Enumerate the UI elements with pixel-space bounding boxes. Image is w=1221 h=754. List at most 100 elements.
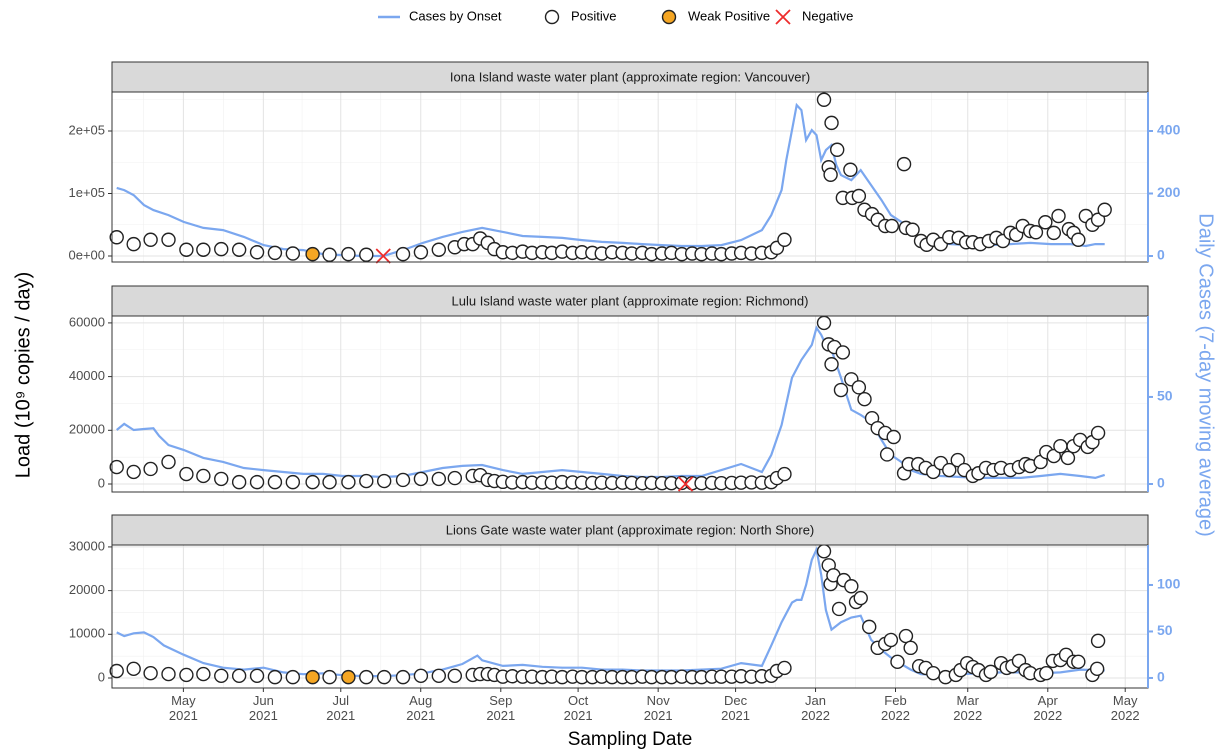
positive-point <box>886 429 901 445</box>
x-tick-label: Jun 2021 <box>248 693 278 723</box>
y-tick-label: 30000 <box>69 538 105 553</box>
positive-point <box>322 474 337 490</box>
positive-point <box>179 667 194 683</box>
y-tick-label: 1e+05 <box>68 185 105 200</box>
positive-point <box>903 640 918 656</box>
positive-point <box>109 459 124 475</box>
strip-title: Lulu Island waste water plant (approxima… <box>452 293 809 308</box>
y-tick-label: 0e+00 <box>68 247 105 262</box>
positive-point <box>231 668 247 684</box>
positive-point <box>777 466 792 482</box>
panel-background <box>112 92 1148 262</box>
x-tick-label: Sep 2021 <box>486 693 516 723</box>
positive-point <box>830 142 845 157</box>
positive-point <box>1071 654 1086 670</box>
positive-point <box>376 669 392 685</box>
positive-point <box>143 461 158 477</box>
positive-point <box>831 601 847 617</box>
positive-point <box>862 619 877 635</box>
legend-swatch <box>544 9 560 25</box>
positive-point <box>896 156 912 172</box>
y2-tick-label: 0 <box>1157 475 1165 491</box>
x-tick-label: Dec 2021 <box>721 693 751 723</box>
positive-point <box>1089 661 1105 677</box>
legend-label: Cases by Onset <box>409 8 502 23</box>
y-tick-label: 60000 <box>69 314 105 329</box>
positive-point <box>109 230 124 245</box>
strip-title: Lions Gate waste water plant (approximat… <box>446 522 815 537</box>
positive-point <box>823 167 838 182</box>
positive-point <box>884 218 900 234</box>
y-tick-label: 40000 <box>69 368 105 383</box>
legend-label: Negative <box>802 8 853 23</box>
positive-point <box>824 115 839 131</box>
y2-axis-title: Daily Cases (7-day moving average) <box>1195 213 1217 536</box>
positive-point <box>143 232 158 247</box>
positive-point <box>447 668 463 684</box>
y-tick-label: 20000 <box>69 422 105 437</box>
x-tick-label: Nov 2021 <box>643 693 673 723</box>
positive-point <box>231 474 247 490</box>
y2-tick-label: 0 <box>1157 669 1165 685</box>
positive-point <box>926 665 941 681</box>
y-tick-label: 10000 <box>69 626 105 641</box>
y2-tick-label: 50 <box>1157 622 1173 638</box>
y-tick-label: 2e+05 <box>68 122 105 137</box>
y-axis-title: Load (10⁹ copies / day) <box>12 272 34 478</box>
positive-point <box>413 668 429 684</box>
y2-tick-label: 200 <box>1157 184 1181 200</box>
positive-point <box>214 668 229 684</box>
positive-point <box>179 466 194 482</box>
y2-tick-label: 100 <box>1157 576 1181 592</box>
positive-point <box>214 241 229 257</box>
x-tick-label: Aug 2021 <box>406 693 436 723</box>
positive-point <box>1053 438 1068 454</box>
positive-point <box>431 471 447 487</box>
positive-point <box>109 663 124 679</box>
positive-point <box>1090 633 1106 649</box>
positive-point <box>161 232 176 247</box>
positive-point <box>267 474 283 490</box>
positive-point <box>853 590 868 606</box>
weak-positive-point <box>305 669 320 685</box>
positive-point <box>249 474 265 490</box>
positive-point <box>851 188 867 204</box>
positive-point <box>231 242 247 257</box>
positive-point <box>359 669 374 685</box>
positive-point <box>376 473 392 489</box>
positive-point <box>844 579 859 594</box>
x-axis-title: Sampling Date <box>568 729 693 750</box>
positive-point <box>835 345 851 360</box>
positive-point <box>1038 215 1053 230</box>
positive-point <box>905 222 920 237</box>
positive-point <box>879 447 895 462</box>
weak-positive-point <box>341 669 356 685</box>
positive-point <box>249 668 265 684</box>
legend-swatch <box>661 9 677 25</box>
positive-point <box>267 245 283 261</box>
x-tick-label: May 2022 <box>1110 693 1140 723</box>
x-tick-label: Feb 2022 <box>881 693 910 723</box>
positive-point <box>1039 665 1054 681</box>
positive-point <box>983 664 998 680</box>
y2-tick-label: 400 <box>1157 122 1181 138</box>
positive-point <box>1046 448 1062 464</box>
strip <box>111 514 1149 546</box>
positive-point <box>395 472 411 488</box>
x-tick-label: Mar 2022 <box>953 693 983 723</box>
positive-point <box>1090 425 1106 441</box>
positive-point <box>883 632 899 648</box>
positive-point <box>249 245 265 260</box>
x-tick-label: Oct 2021 <box>563 693 593 723</box>
positive-point <box>851 380 867 395</box>
positive-point <box>359 473 374 489</box>
positive-point <box>395 246 411 262</box>
x-tick-label: Jul 2021 <box>326 693 356 723</box>
positive-point <box>126 464 141 480</box>
positive-point <box>777 660 792 676</box>
weak-positive-point <box>305 246 320 262</box>
legend-swatch <box>775 9 791 25</box>
positive-point <box>824 357 839 372</box>
